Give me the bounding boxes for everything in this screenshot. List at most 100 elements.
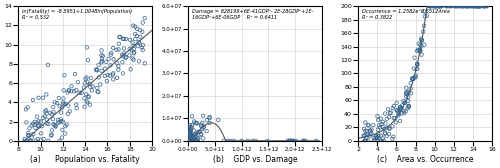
Point bbox=[114, 68, 122, 71]
Point bbox=[25, 134, 33, 137]
Point bbox=[438, 5, 446, 8]
Point bbox=[464, 5, 471, 8]
Point bbox=[120, 38, 128, 40]
Point bbox=[374, 119, 382, 121]
Point bbox=[385, 126, 393, 129]
Point bbox=[410, 76, 418, 79]
Point bbox=[48, 129, 56, 132]
Point bbox=[184, 131, 192, 133]
Point bbox=[366, 130, 374, 132]
Point bbox=[443, 5, 451, 8]
Point bbox=[404, 105, 412, 107]
Point bbox=[93, 69, 101, 72]
Point bbox=[404, 91, 412, 94]
Point bbox=[134, 41, 142, 43]
Point bbox=[432, 5, 440, 8]
Point bbox=[366, 129, 374, 132]
Point bbox=[442, 5, 450, 8]
Point bbox=[426, 5, 434, 8]
Point bbox=[200, 125, 208, 128]
Point bbox=[122, 38, 130, 40]
Point bbox=[188, 138, 196, 141]
Point bbox=[188, 139, 196, 142]
Point bbox=[442, 5, 450, 8]
Point bbox=[22, 108, 30, 111]
Point bbox=[431, 5, 439, 8]
Point bbox=[128, 41, 136, 44]
Point bbox=[98, 54, 106, 56]
Point bbox=[386, 128, 394, 130]
Point bbox=[194, 131, 202, 133]
Point bbox=[376, 124, 384, 127]
Point bbox=[203, 119, 211, 121]
Point bbox=[264, 139, 272, 142]
Point bbox=[402, 86, 410, 89]
Point bbox=[360, 134, 368, 137]
Point bbox=[186, 139, 194, 142]
Point bbox=[452, 5, 460, 8]
Point bbox=[30, 133, 38, 135]
Point bbox=[26, 139, 34, 142]
Point bbox=[55, 97, 63, 99]
Point bbox=[468, 5, 476, 8]
Point bbox=[483, 5, 491, 8]
Point bbox=[220, 139, 228, 142]
Point bbox=[474, 5, 482, 8]
Point bbox=[414, 63, 422, 66]
Point bbox=[110, 72, 118, 75]
Point bbox=[288, 139, 296, 142]
Point bbox=[362, 121, 370, 124]
Point bbox=[122, 56, 130, 59]
Point bbox=[192, 139, 200, 142]
Point bbox=[188, 139, 196, 142]
Point bbox=[370, 139, 378, 142]
Point bbox=[395, 113, 403, 115]
Point bbox=[374, 132, 382, 135]
Point bbox=[50, 111, 58, 113]
Point bbox=[130, 45, 138, 47]
Point bbox=[65, 89, 73, 92]
Point bbox=[392, 101, 400, 104]
Point bbox=[187, 139, 195, 142]
Point bbox=[480, 5, 488, 8]
Point bbox=[412, 74, 420, 77]
Point bbox=[62, 125, 70, 128]
Point bbox=[470, 5, 478, 8]
Point bbox=[53, 102, 61, 104]
Point bbox=[376, 126, 384, 129]
Point bbox=[52, 124, 60, 127]
Point bbox=[418, 53, 426, 56]
Point bbox=[420, 10, 428, 13]
Point bbox=[28, 124, 36, 127]
Point bbox=[42, 109, 50, 112]
X-axis label: (b)    GDP vs. Damage: (b) GDP vs. Damage bbox=[213, 155, 298, 164]
Point bbox=[416, 48, 424, 51]
Point bbox=[109, 73, 117, 76]
Point bbox=[446, 5, 454, 8]
Point bbox=[429, 5, 437, 8]
Point bbox=[408, 78, 416, 80]
Point bbox=[192, 139, 200, 141]
Point bbox=[405, 106, 413, 108]
Point bbox=[400, 101, 408, 104]
Point bbox=[37, 132, 45, 135]
Point bbox=[98, 69, 106, 72]
Point bbox=[374, 136, 382, 139]
Point bbox=[206, 116, 214, 118]
Point bbox=[41, 110, 49, 113]
Point bbox=[113, 62, 121, 65]
Point bbox=[187, 135, 195, 138]
Point bbox=[52, 125, 60, 128]
Point bbox=[436, 5, 444, 8]
Point bbox=[98, 61, 106, 64]
Point bbox=[82, 93, 90, 96]
Point bbox=[372, 137, 380, 139]
Point bbox=[362, 130, 370, 132]
Point bbox=[197, 123, 205, 126]
Point bbox=[462, 5, 470, 8]
Point bbox=[402, 110, 409, 113]
Point bbox=[128, 49, 136, 52]
Point bbox=[206, 122, 214, 124]
Point bbox=[402, 95, 410, 98]
Point bbox=[84, 101, 92, 104]
